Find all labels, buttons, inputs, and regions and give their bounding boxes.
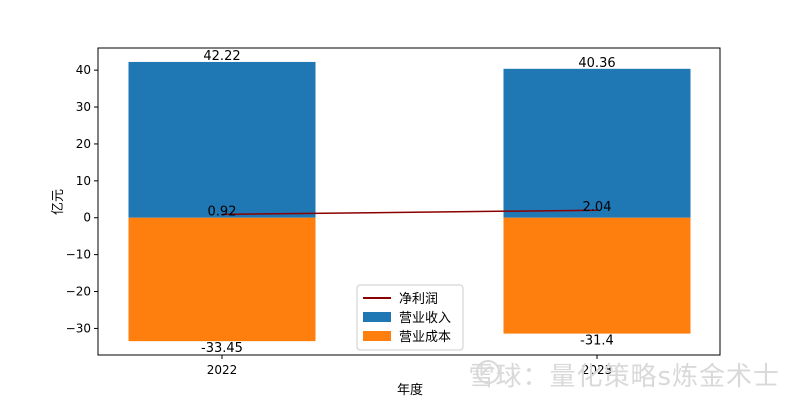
y-tick-label: −20 [66, 285, 91, 299]
watermark-logo-icon [476, 360, 500, 384]
y-tick-label: −10 [66, 248, 91, 262]
legend-label: 净利润 [399, 292, 438, 307]
x-axis-label: 年度 [397, 382, 423, 398]
watermark-text: 雪球：量化策略s炼金术士 [468, 362, 780, 392]
bars-layer [128, 61, 691, 342]
data-label-profit-2023: 2.04 [583, 200, 612, 215]
y-tick-label: 0 [83, 211, 91, 225]
data-label-cost-2023: -31.4 [580, 334, 614, 349]
profit-line-layer [221, 209, 598, 216]
plot-frame [97, 47, 721, 356]
y-tick-label: 40 [76, 63, 91, 77]
legend-label: 营业收入 [399, 311, 451, 326]
x-axis: 2022 2023 [207, 355, 613, 377]
bar-revenue-2022 [128, 61, 316, 218]
data-label-revenue-2023: 40.36 [578, 56, 615, 71]
legend-swatch [363, 331, 391, 341]
y-tick-label: −30 [66, 321, 91, 335]
y-axis-label: 亿元 [51, 189, 66, 215]
legend-label: 营业成本 [399, 330, 451, 345]
data-label-profit-2022: 0.92 [208, 204, 237, 219]
bar-revenue-2023 [503, 68, 691, 218]
y-tick-label: 30 [76, 100, 91, 114]
y-axis: 40 30 20 10 0 −10 −20 −30 [66, 63, 98, 335]
bar-cost-2023 [503, 217, 691, 334]
x-tick-label: 2022 [207, 363, 238, 377]
data-label-revenue-2022: 42.22 [203, 49, 240, 64]
bar-cost-2022 [128, 217, 316, 342]
data-label-cost-2022: -33.45 [201, 341, 243, 356]
y-tick-label: 10 [76, 174, 91, 188]
y-tick-label: 20 [76, 137, 91, 151]
legend-swatch [363, 312, 391, 322]
x-tick-label: 2023 [582, 363, 613, 377]
data-labels-layer: 42.22 40.36 -33.45 -31.4 0.92 2.04 [201, 49, 616, 356]
profit-line [221, 209, 598, 216]
